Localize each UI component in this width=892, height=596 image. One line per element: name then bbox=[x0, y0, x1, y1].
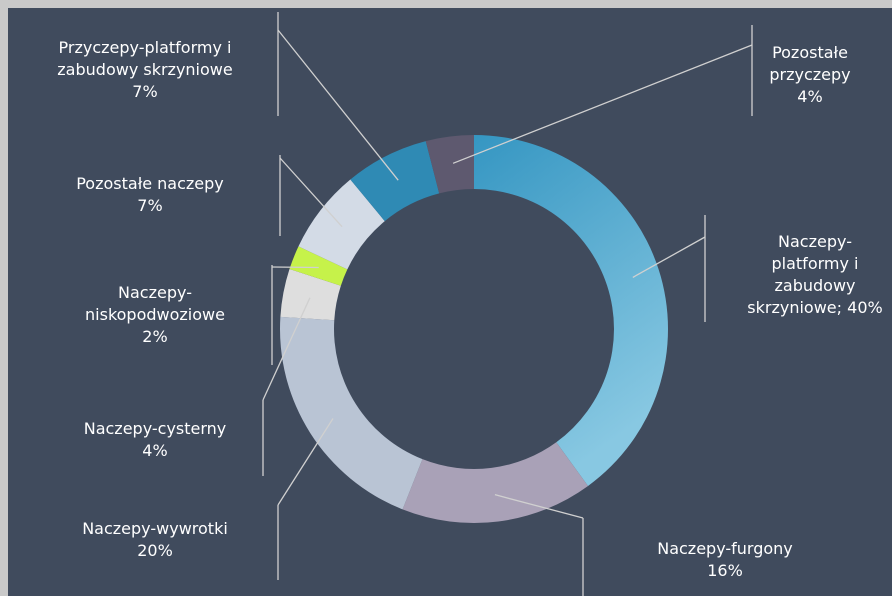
category-label: Pozostałe naczepy bbox=[76, 174, 224, 193]
donut-slice bbox=[280, 269, 341, 321]
value-label: 4% bbox=[797, 87, 823, 106]
value-label: 7% bbox=[132, 82, 158, 101]
value-label: 2% bbox=[142, 327, 168, 346]
category-label: Naczepy-niskopodwoziowe bbox=[85, 283, 225, 324]
data-label: Naczepy-niskopodwoziowe 2% bbox=[70, 282, 240, 348]
data-label: Naczepy-furgony 16% bbox=[625, 538, 825, 582]
donut-slice bbox=[279, 316, 423, 510]
value-label: 4% bbox=[142, 441, 168, 460]
donut-slice bbox=[425, 135, 474, 194]
leader-line bbox=[632, 236, 706, 278]
data-label: Naczepy-wywrotki 20% bbox=[45, 518, 265, 562]
category-label: Przyczepy-platformy i zabudowy skrzyniow… bbox=[57, 38, 233, 79]
data-label: Naczepy-platformy i zabudowy skrzyniowe;… bbox=[740, 231, 890, 319]
donut-slice bbox=[289, 246, 348, 286]
value-label: 7% bbox=[137, 196, 163, 215]
value-label: ; 40% bbox=[836, 298, 883, 317]
leader-line bbox=[494, 494, 584, 519]
value-label: 20% bbox=[137, 541, 173, 560]
donut-slice bbox=[402, 442, 589, 523]
value-label: 16% bbox=[707, 561, 743, 580]
leader-line bbox=[271, 266, 319, 269]
category-label: Naczepy-furgony bbox=[657, 539, 793, 558]
category-label: Pozostałe przyczepy bbox=[769, 43, 851, 84]
data-label: Naczepy-cysterny 4% bbox=[45, 418, 265, 462]
leader-line bbox=[262, 297, 311, 401]
leader-line bbox=[452, 44, 753, 164]
data-label: Pozostałe naczepy 7% bbox=[40, 173, 260, 217]
leader-line bbox=[279, 157, 343, 228]
donut-slice bbox=[298, 179, 385, 270]
category-label: Naczepy-wywrotki bbox=[82, 519, 228, 538]
leader-line bbox=[277, 418, 334, 506]
data-label: Pozostałe przyczepy 4% bbox=[750, 42, 870, 108]
donut-slice bbox=[474, 135, 668, 486]
category-label: Naczepy-platformy i zabudowy skrzyniowe bbox=[747, 232, 859, 317]
leader-line bbox=[277, 29, 399, 181]
category-label: Naczepy-cysterny bbox=[83, 419, 227, 438]
donut-slice bbox=[350, 141, 440, 222]
data-label: Przyczepy-platformy i zabudowy skrzyniow… bbox=[25, 37, 265, 103]
